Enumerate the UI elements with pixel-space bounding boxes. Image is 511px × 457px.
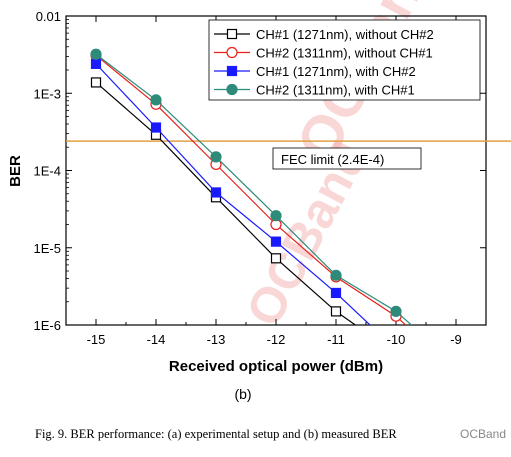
series-3 (90, 58, 371, 325)
data-point (210, 187, 222, 198)
legend-box (208, 19, 481, 101)
data-point (210, 151, 222, 163)
legend-label: CH#2 (1311nm), with CH#1 (256, 83, 415, 98)
fec-label-box (272, 147, 422, 170)
data-point (150, 122, 162, 133)
series-lines (90, 48, 413, 325)
legend-label: CH#1 (1271nm), with CH#2 (256, 64, 416, 79)
data-point (90, 77, 102, 88)
data-point (270, 210, 282, 222)
y-tick-label: 0.01 (36, 9, 61, 24)
data-point (330, 287, 342, 299)
legend: CH#1 (1271nm), without CH#2 CH#2 (1311nm)… (208, 19, 481, 101)
figure-caption: Fig. 9. BER performance: (a) experimenta… (35, 427, 397, 441)
brand-mark: OCBand (460, 427, 506, 441)
y-tick-label: 1E-6 (34, 318, 61, 333)
data-point (90, 58, 102, 69)
data-point (90, 48, 102, 60)
x-tick-label: -13 (207, 332, 226, 347)
legend-marker (226, 28, 238, 40)
legend-marker (226, 46, 238, 59)
data-point (150, 94, 162, 106)
fec-limit: FEC limit (2.4E-4) (66, 140, 511, 170)
data-point (330, 306, 342, 317)
legend-marker (226, 83, 238, 96)
axis-ticks: -15 -14 -13 -12 -11 -10 -9 0.01 1E-3 1E-4 1E-5 1E-6 (34, 9, 487, 347)
x-tick-label: -15 (87, 332, 106, 347)
x-tick-label: -10 (387, 332, 406, 347)
series-line (95, 63, 371, 325)
legend-label: CH#2 (1311nm), without CH#1 (256, 46, 433, 61)
legend-label: CH#1 (1271nm), without CH#2 (256, 27, 434, 42)
x-tick-label: -11 (327, 332, 345, 347)
sub-figure-label: (b) (234, 386, 251, 402)
x-tick-label: -12 (267, 332, 286, 347)
x-axis-title: Received optical power (dBm) (169, 358, 383, 375)
data-point (270, 236, 282, 247)
y-tick-label: 1E-5 (34, 241, 61, 256)
data-point (390, 305, 402, 317)
data-point (270, 253, 282, 264)
x-tick-label: -9 (450, 332, 462, 347)
y-tick-label: 1E-3 (34, 86, 61, 101)
y-axis-title: BER (7, 155, 24, 187)
data-point (330, 269, 342, 281)
x-tick-label: -14 (147, 332, 166, 347)
y-tick-label: 1E-4 (34, 164, 61, 179)
series-4 (90, 48, 413, 325)
fec-limit-label: FEC limit (2.4E-4) (281, 152, 384, 167)
legend-marker (226, 65, 238, 77)
